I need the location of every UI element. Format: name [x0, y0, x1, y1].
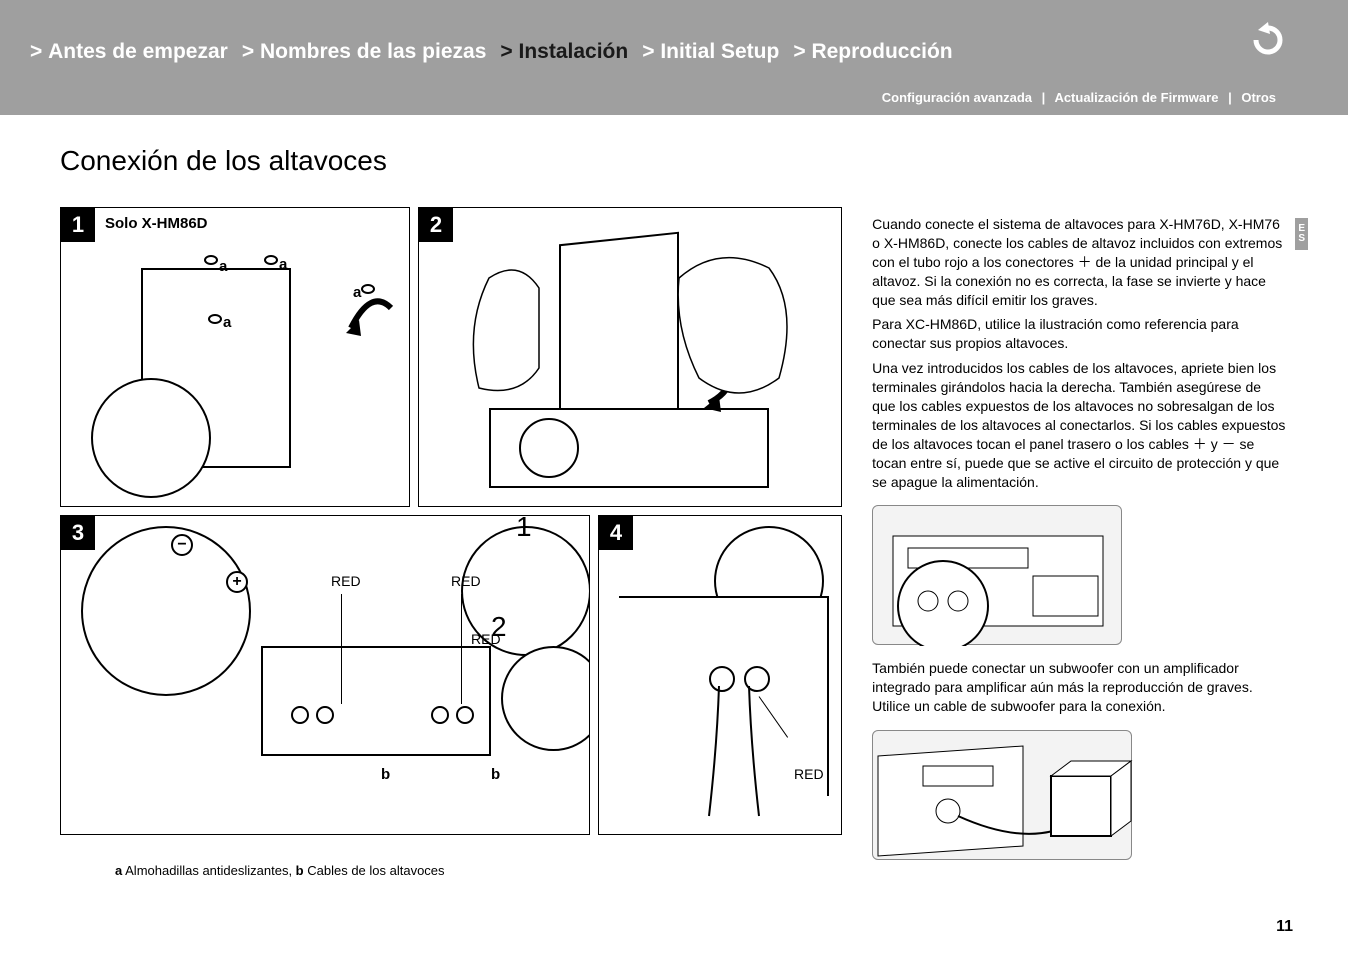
crumb-nombres[interactable]: > Nombres de las piezas	[242, 40, 501, 64]
small-illustration-2	[872, 730, 1132, 860]
sublink-otros[interactable]: Otros	[1241, 90, 1276, 105]
panel-number-2: 2	[419, 208, 453, 242]
red-label-3: RED	[471, 631, 501, 647]
letter-b-2: b	[491, 766, 500, 783]
letter-b-1: b	[381, 766, 390, 783]
body-text-3: Una vez introducidos los cables de los a…	[872, 359, 1288, 491]
minus-sign: −	[171, 534, 193, 556]
crumb-instalacion[interactable]: > Instalación	[500, 40, 642, 64]
sublink-firmware[interactable]: Actualización de Firmware	[1054, 90, 1218, 105]
illustration-panel-4: 4 RED	[598, 515, 842, 835]
illustration-panel-1: 1 Solo X-HM86D a a a a	[60, 207, 410, 507]
panel-number-1: 1	[61, 208, 95, 242]
language-tab[interactable]: E S	[1295, 218, 1308, 250]
right-column: Cuando conecte el sistema de altavoces p…	[872, 145, 1288, 878]
page-title: Conexión de los altavoces	[60, 145, 842, 177]
breadcrumb: > Antes de empezar > Nombres de las piez…	[30, 40, 1348, 64]
sublink-config[interactable]: Configuración avanzada	[882, 90, 1032, 105]
sublink-sep2: |	[1222, 90, 1238, 105]
red-label-2: RED	[451, 573, 481, 589]
illustration-panel-3: 3 − + 1 2 RED RED RED	[60, 515, 590, 835]
top-bar: > Antes de empezar > Nombres de las piez…	[0, 0, 1348, 115]
red-label-1: RED	[331, 573, 361, 589]
body-text-1: Cuando conecte el sistema de altavoces p…	[872, 215, 1288, 309]
letter-a-1: a	[219, 258, 227, 275]
body-text-4: También puede conectar un subwoofer con …	[872, 659, 1288, 716]
crumb-initial-setup[interactable]: > Initial Setup	[642, 40, 793, 64]
crumb-reproduccion[interactable]: > Reproducción	[793, 40, 966, 64]
panel-number-3: 3	[61, 516, 95, 550]
back-icon[interactable]	[1248, 20, 1288, 60]
panel-label-1: Solo X-HM86D	[105, 215, 208, 232]
page-number: 11	[1276, 918, 1293, 936]
sublinks: Configuración avanzada | Actualización d…	[882, 90, 1276, 105]
panel-number-4: 4	[599, 516, 633, 550]
plus-sign: +	[226, 571, 248, 593]
step-1: 1	[516, 515, 532, 543]
caption: a Almohadillas antideslizantes, b Cables…	[115, 863, 842, 878]
body-text-2: Para XC-HM86D, utilice la ilustración co…	[872, 315, 1288, 353]
letter-a-2: a	[279, 256, 287, 273]
crumb-antes[interactable]: > Antes de empezar	[30, 40, 242, 64]
small-illustration-1	[872, 505, 1122, 645]
content-area: Conexión de los altavoces 1 Solo X-HM86D…	[0, 115, 1348, 878]
left-column: Conexión de los altavoces 1 Solo X-HM86D…	[60, 145, 842, 878]
illustration-panel-2: 2	[418, 207, 842, 507]
sublink-sep1: |	[1036, 90, 1052, 105]
letter-a-4: a	[223, 314, 231, 331]
